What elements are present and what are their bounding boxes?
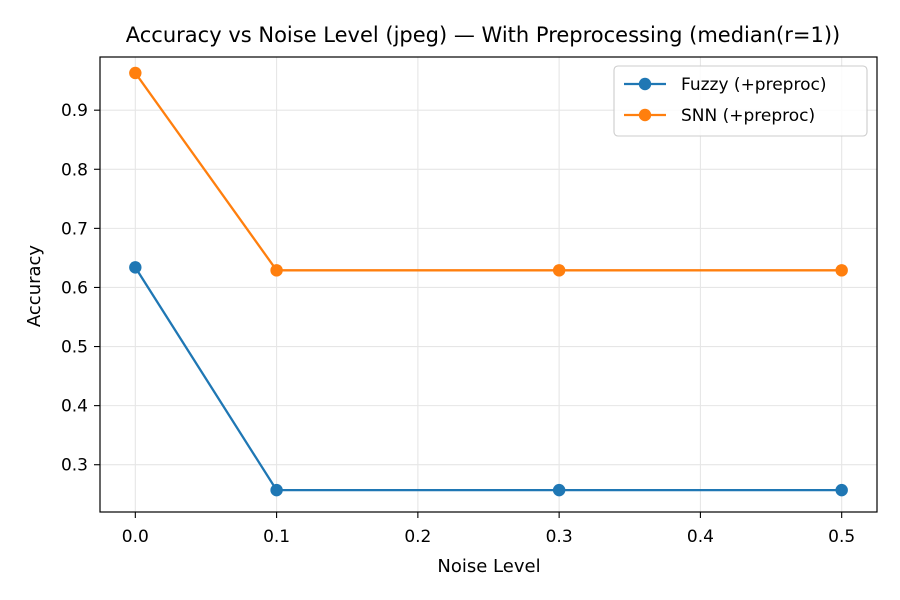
x-tick-label: 0.2 [404, 527, 431, 547]
x-axis-ticks: 0.0 0.1 0.2 0.3 0.4 0.5 [122, 512, 855, 547]
legend-box [613, 65, 868, 137]
y-tick-label: 0.7 [61, 219, 88, 239]
data-point-series-2 [129, 66, 142, 80]
series-line-2 [134, 72, 842, 272]
x-tick-label: 0.4 [687, 527, 714, 547]
legend-label-2: SNN (+preproc) [681, 106, 815, 126]
data-point-series-2 [270, 264, 283, 277]
series-layer [129, 66, 848, 497]
y-tick-label: 0.5 [61, 338, 88, 358]
data-point-series-1 [835, 483, 848, 497]
series-line-1 [134, 266, 842, 492]
chart-title: Accuracy vs Noise Level (jpeg) — With Pr… [126, 23, 840, 47]
y-tick-label: 0.6 [61, 278, 88, 298]
data-point-series-1 [270, 483, 283, 497]
x-tick-label: 0.0 [122, 527, 149, 547]
y-tick-label: 0.9 [61, 101, 88, 121]
y-tick-label: 0.4 [61, 397, 88, 417]
x-tick-label: 0.5 [828, 527, 855, 547]
x-axis-label: Noise Level [437, 556, 540, 577]
x-tick-label: 0.1 [263, 527, 290, 547]
y-axis-label: Accuracy [24, 245, 45, 328]
y-tick-label: 0.3 [61, 456, 88, 476]
data-point-series-1 [552, 483, 566, 497]
plot-frame [99, 56, 878, 513]
legend-marker-1 [638, 77, 652, 91]
data-point-series-2 [835, 264, 848, 277]
data-point-series-1 [129, 261, 142, 274]
legend: Fuzzy (+preproc) SNN (+preproc) [613, 65, 868, 137]
data-point-series-2 [552, 264, 566, 277]
legend-marker-2 [638, 108, 652, 122]
x-tick-label: 0.3 [546, 527, 573, 547]
y-axis-ticks: 0.3 0.4 0.5 0.6 0.7 0.8 0.9 [61, 101, 100, 476]
grid-lines [100, 57, 877, 512]
legend-label-1: Fuzzy (+preproc) [681, 75, 826, 95]
y-tick-label: 0.8 [61, 160, 88, 180]
